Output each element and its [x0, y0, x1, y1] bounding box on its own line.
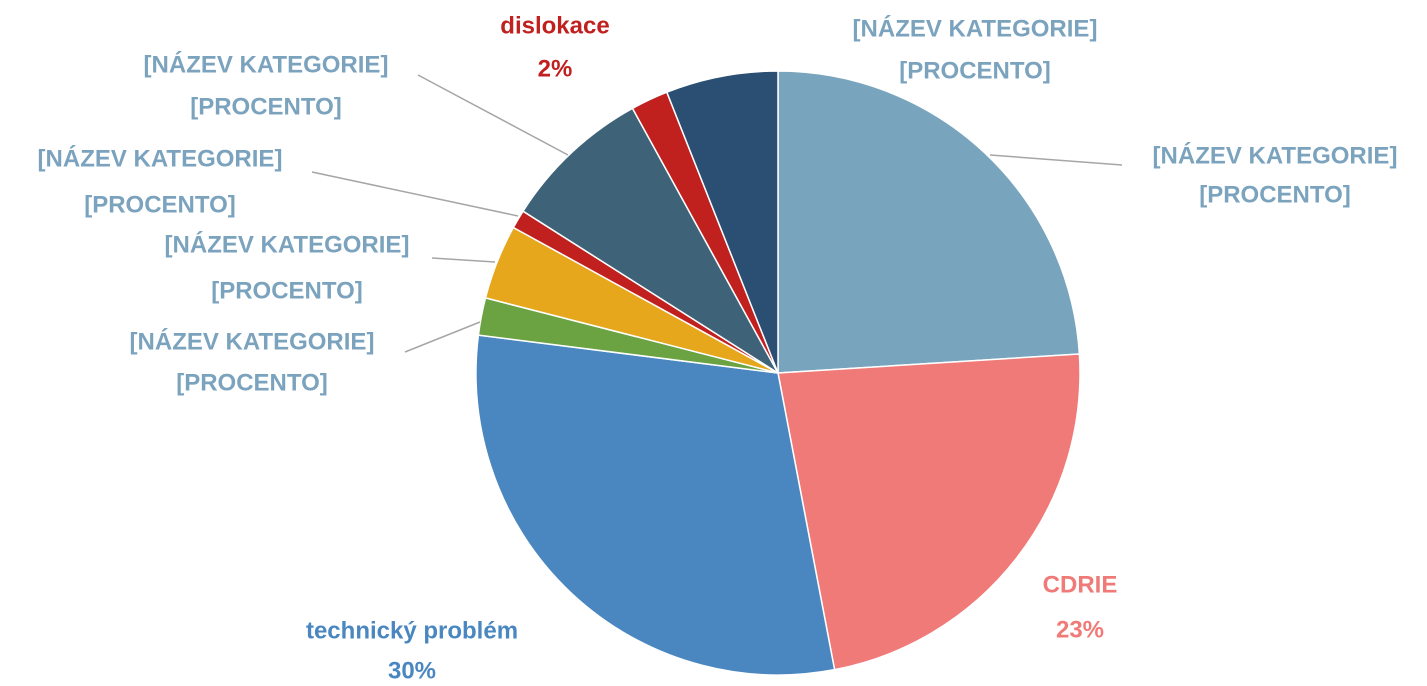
slice-label: [NÁZEV KATEGORIE]: [130, 327, 375, 355]
slice-label: technický problém: [306, 617, 518, 644]
slice-value-label: 23%: [1056, 616, 1104, 643]
leader-line: [989, 154, 1123, 166]
leader-line: [417, 74, 569, 156]
slice-label: [NÁZEV KATEGORIE]: [165, 230, 410, 258]
pie-slice: [521, 107, 779, 374]
slice-value-label: [PROCENTO]: [211, 277, 363, 304]
slice-value-label: [PROCENTO]: [1199, 181, 1351, 208]
leader-line: [431, 257, 496, 263]
pie-slice: [777, 70, 1081, 374]
slice-label: dislokace: [500, 12, 609, 39]
slice-label: [NÁZEV KATEGORIE]: [38, 144, 283, 172]
pie-slice: [777, 353, 1081, 671]
slice-value-label: [PROCENTO]: [84, 191, 236, 218]
slice-label: CDRIE: [1043, 571, 1118, 598]
slice-label: [NÁZEV KATEGORIE]: [1153, 141, 1398, 169]
slice-value-label: [PROCENTO]: [899, 57, 1051, 84]
leader-line: [311, 171, 519, 217]
leader-line: [404, 321, 481, 353]
slice-value-label: [PROCENTO]: [190, 93, 342, 120]
pie-slice: [665, 70, 779, 374]
pie-slice: [475, 334, 836, 676]
slice-value-label: 30%: [388, 657, 436, 684]
slice-value-label: [PROCENTO]: [176, 369, 328, 396]
slice-label: [NÁZEV KATEGORIE]: [144, 50, 389, 78]
slice-value-label: 2%: [538, 55, 573, 82]
slice-label: [NÁZEV KATEGORIE]: [853, 14, 1098, 42]
